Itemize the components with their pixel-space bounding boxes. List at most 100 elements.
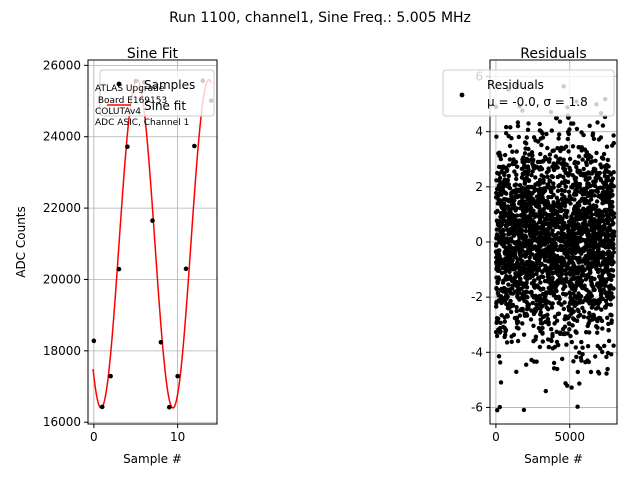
sine-fit-chart: Sine Fit 0 10 16000 18000 20000 22000 24000 260… — [14, 46, 218, 466]
residual-point — [577, 300, 583, 305]
residual-point — [580, 345, 585, 350]
residual-point — [521, 223, 526, 228]
residual-point — [563, 235, 568, 240]
residual-point — [526, 178, 532, 183]
residual-point — [524, 201, 529, 206]
residual-point — [590, 131, 596, 136]
residual-point — [498, 380, 504, 385]
residual-point — [517, 199, 522, 205]
residual-point — [559, 180, 565, 185]
residual-point — [575, 231, 580, 236]
residual-point — [550, 346, 555, 351]
residual-point — [540, 269, 545, 274]
residual-point — [556, 311, 562, 316]
legend-residuals-marker — [459, 92, 465, 98]
residual-point — [580, 284, 585, 290]
residual-point — [524, 219, 530, 225]
residual-point — [605, 186, 610, 191]
residual-point — [500, 201, 505, 206]
residual-point — [598, 296, 603, 301]
residual-point — [540, 191, 545, 196]
residual-point — [589, 228, 595, 233]
residual-point — [602, 164, 607, 169]
residual-point — [499, 270, 505, 276]
residual-point — [549, 327, 554, 332]
residual-point — [604, 371, 609, 376]
residual-point — [588, 263, 593, 268]
residual-point — [515, 338, 521, 344]
residual-point — [581, 229, 587, 234]
residual-point — [570, 230, 575, 235]
residual-point — [573, 175, 579, 181]
residual-point — [608, 212, 614, 217]
residual-point — [595, 175, 600, 180]
residual-point — [509, 339, 514, 344]
residual-point — [563, 314, 568, 319]
residual-point — [574, 275, 580, 281]
residual-point — [537, 121, 542, 127]
residual-point — [562, 213, 567, 218]
residuals-xlabel: Sample # — [524, 452, 583, 466]
residual-point — [609, 188, 614, 193]
residual-point — [598, 240, 603, 246]
residual-point — [506, 232, 511, 237]
residual-point — [585, 358, 590, 363]
legend-residuals-stats: μ = -0.0, σ = 1.8 — [487, 95, 588, 109]
residual-point — [522, 284, 527, 289]
residual-point — [497, 404, 502, 410]
residual-point — [578, 312, 583, 318]
residual-point — [516, 225, 521, 231]
residual-point — [589, 275, 594, 281]
residual-point — [540, 274, 546, 280]
residual-point — [543, 263, 548, 269]
residual-point — [521, 295, 526, 301]
residual-point — [594, 150, 599, 156]
residual-point — [609, 267, 614, 272]
residual-point — [539, 173, 544, 178]
residual-point — [535, 187, 540, 193]
residual-point — [545, 271, 550, 277]
residual-point — [556, 217, 562, 222]
residual-point — [546, 266, 551, 271]
residual-point — [502, 206, 507, 211]
residual-point — [529, 157, 534, 162]
residual-point — [606, 272, 611, 277]
residual-point — [587, 271, 592, 276]
residual-point — [605, 220, 611, 226]
residual-point — [554, 329, 559, 334]
residual-point — [501, 265, 507, 271]
residual-point — [585, 184, 590, 189]
sine-fit-ytick-label: 24000 — [43, 130, 81, 144]
residual-point — [494, 242, 499, 247]
residual-point — [602, 208, 608, 214]
residual-point — [575, 206, 580, 211]
residual-point — [602, 343, 607, 349]
residual-point — [553, 296, 559, 301]
residual-point — [583, 153, 588, 158]
residual-point — [575, 369, 580, 375]
residual-point — [505, 304, 511, 309]
residual-point — [522, 151, 528, 156]
residual-point — [560, 262, 565, 267]
residual-point — [582, 200, 587, 206]
residual-point — [606, 328, 611, 333]
residual-point — [531, 323, 536, 328]
residual-point — [531, 165, 536, 170]
residual-point — [597, 170, 602, 176]
residual-point — [583, 246, 588, 251]
residual-point — [514, 315, 520, 321]
residual-point — [604, 354, 609, 360]
residual-point — [593, 158, 598, 163]
residual-point — [582, 309, 587, 314]
residual-point — [569, 339, 574, 345]
residual-point — [556, 278, 561, 283]
residual-point — [564, 342, 569, 347]
annotation-line-4: ADC ASIC, Channel 1 — [95, 118, 189, 128]
residual-point — [504, 340, 510, 345]
residual-point — [562, 300, 567, 305]
residual-point — [524, 300, 529, 305]
residual-point — [599, 307, 604, 312]
residual-point — [588, 369, 594, 375]
residual-point — [586, 321, 591, 326]
residual-point — [554, 116, 559, 121]
